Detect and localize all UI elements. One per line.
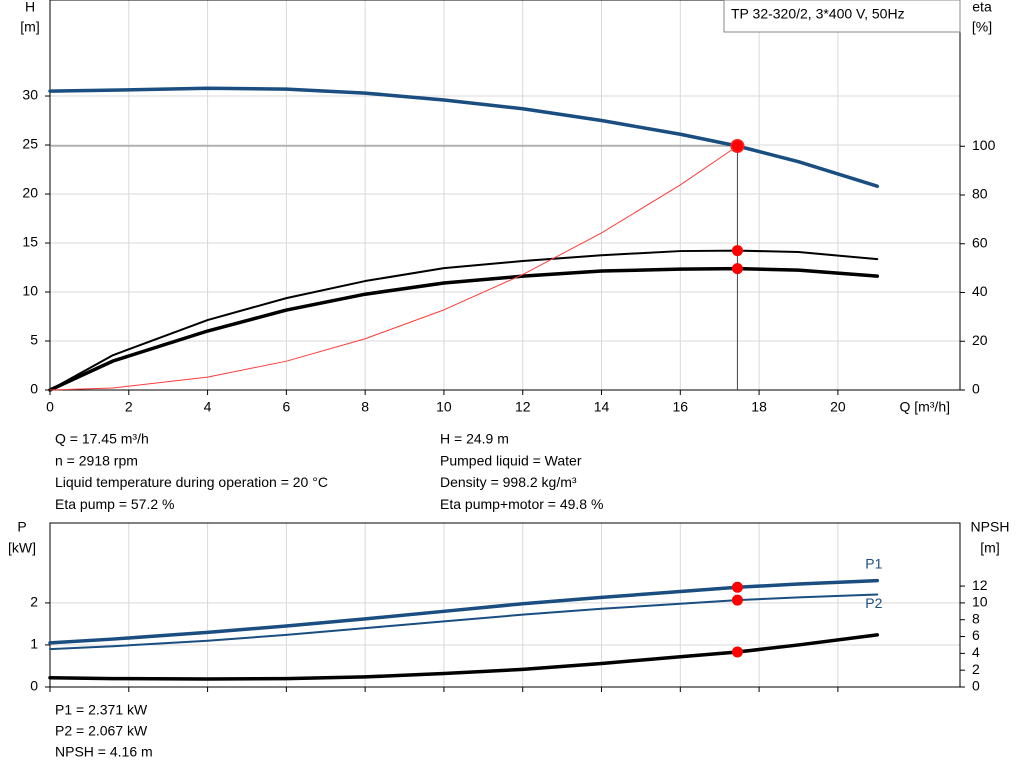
plot-frame (49, 522, 961, 688)
operating-point (731, 646, 743, 658)
chart-title: TP 32-320/2, 3*400 V, 50Hz (731, 6, 905, 22)
y2-axis-unit: [m] (980, 540, 999, 556)
y-tick-label: 30 (22, 87, 38, 103)
info-text: Q = 17.45 m³/h (55, 431, 149, 447)
y-tick-label: 0 (30, 381, 38, 397)
operating-point (731, 594, 743, 606)
x-tick-label: 20 (830, 399, 846, 415)
x-tick-label: 12 (515, 399, 531, 415)
x-tick-label: 6 (282, 399, 290, 415)
y-tick-label: 0 (30, 678, 38, 694)
info-text: Eta pump = 57.2 % (55, 496, 174, 512)
y2-tick-label: 12 (972, 577, 988, 593)
y2-tick-label: 2 (972, 661, 980, 677)
x-tick-label: 18 (751, 399, 767, 415)
curve (49, 145, 738, 391)
x-tick-label: 10 (436, 399, 452, 415)
info-text: n = 2918 rpm (55, 452, 138, 468)
series-label: P2 (865, 595, 882, 611)
y2-tick-label: 8 (972, 610, 980, 626)
y-tick-label: 2 (30, 594, 38, 610)
x-tick-label: 0 (46, 399, 54, 415)
y-axis-label: P (17, 519, 26, 535)
info-text: Pumped liquid = Water (440, 452, 582, 468)
curve (48, 633, 880, 681)
curve (49, 249, 879, 391)
y-axis-unit: [m] (20, 19, 39, 35)
y2-tick-label: 100 (972, 137, 996, 153)
info-text: P1 = 2.371 kW (55, 702, 148, 718)
curve (48, 578, 880, 645)
y-tick-label: 1 (30, 636, 38, 652)
y2-tick-label: 4 (972, 644, 980, 660)
operating-point (731, 581, 743, 593)
x-tick-label: 14 (594, 399, 610, 415)
title-box (723, 0, 961, 33)
y-tick-label: 10 (22, 283, 38, 299)
info-text: Density = 998.2 kg/m³ (440, 474, 577, 490)
y2-tick-label: 60 (972, 234, 988, 250)
y2-tick-label: 40 (972, 283, 988, 299)
y2-axis-label: eta (972, 0, 992, 15)
x-tick-label: 16 (673, 399, 689, 415)
operating-point (731, 140, 743, 152)
curve (49, 593, 879, 651)
plot-frame (49, 0, 961, 391)
info-text: P2 = 2.067 kW (55, 723, 148, 739)
curve (48, 266, 880, 392)
y-tick-label: 20 (22, 185, 38, 201)
y2-axis-label: NPSH (971, 519, 1010, 535)
info-text: Liquid temperature during operation = 20… (55, 474, 328, 490)
y-axis-label: H (25, 0, 35, 15)
operating-point (731, 245, 743, 257)
x-tick-label: 2 (125, 399, 133, 415)
y-tick-label: 5 (30, 332, 38, 348)
info-text: H = 24.9 m (440, 431, 509, 447)
y2-axis-unit: [%] (972, 19, 992, 35)
y-tick-label: 25 (22, 136, 38, 152)
y2-tick-label: 20 (972, 332, 988, 348)
info-text: Eta pump+motor = 49.8 % (440, 496, 603, 512)
curve (48, 86, 880, 188)
x-axis-label: Q [m³/h] (899, 399, 950, 415)
x-tick-label: 4 (204, 399, 212, 415)
x-tick-label: 8 (361, 399, 369, 415)
y2-tick-label: 0 (972, 381, 980, 397)
y-tick-label: 15 (22, 234, 38, 250)
operating-point (731, 263, 743, 275)
info-text: NPSH = 4.16 m (55, 744, 153, 760)
series-label: P1 (865, 555, 882, 571)
y2-tick-label: 6 (972, 627, 980, 643)
y2-tick-label: 10 (972, 594, 988, 610)
y2-tick-label: 0 (972, 678, 980, 694)
y2-tick-label: 80 (972, 186, 988, 202)
y-axis-unit: [kW] (8, 540, 36, 556)
